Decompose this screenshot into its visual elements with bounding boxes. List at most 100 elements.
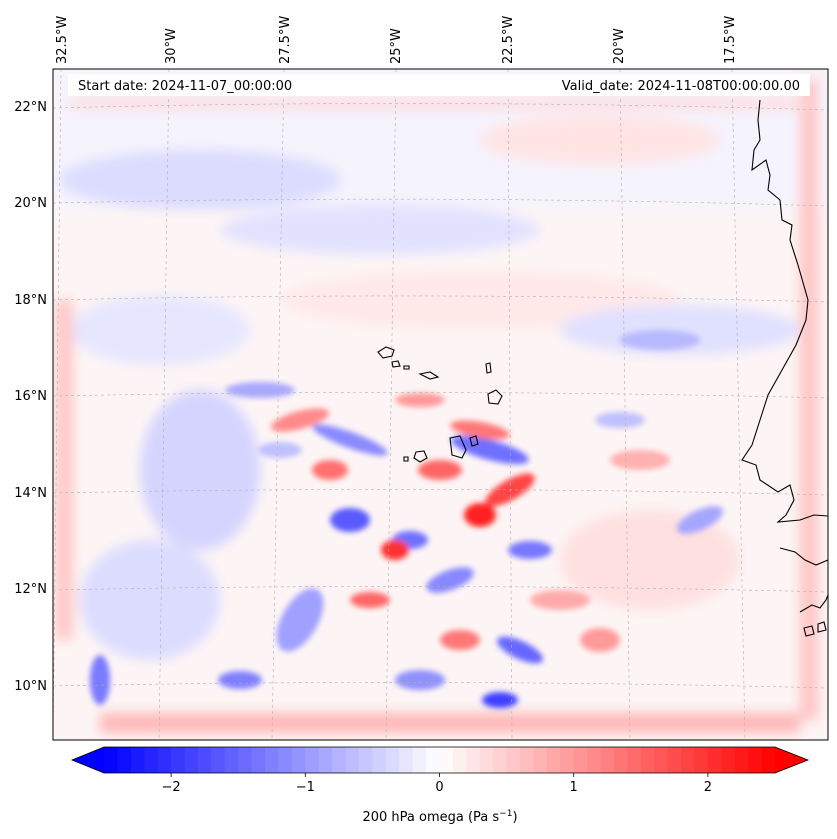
- gridline-22n: [52, 103, 829, 111]
- colorbar-cell: [721, 747, 736, 773]
- colorbar-cell: [291, 747, 306, 773]
- island-fogo: [413, 450, 428, 463]
- gridline-12n: [52, 586, 829, 593]
- date-header-bar: [68, 74, 810, 96]
- gridline-32.5w: [52, 68, 62, 741]
- lat-label-20n: 20°N: [14, 196, 47, 211]
- gridline-27.5w: [271, 68, 285, 741]
- colorbar-cell: [130, 747, 145, 773]
- colorbar-cell: [493, 747, 508, 773]
- lon-label-20w: 20°W: [612, 28, 627, 64]
- colorbar-cell: [117, 747, 132, 773]
- island-sao-nicolau: [418, 371, 440, 380]
- colorbar-cell: [157, 747, 172, 773]
- colorbar-cell: [412, 747, 427, 773]
- colorbar-cell: [385, 747, 400, 773]
- gridline-30w: [158, 68, 170, 741]
- lon-label-32.5w: 32.5°W: [55, 16, 70, 64]
- bissagos-islands: [803, 621, 827, 637]
- colorbar-cell: [707, 747, 722, 773]
- colorbar-cell: [197, 747, 212, 773]
- colorbar-cell: [560, 747, 575, 773]
- start-date-label: Start date: 2024-11-07_00:00:00: [78, 79, 292, 94]
- island-sao-vicente: [391, 360, 401, 368]
- lon-label-17.5w: 17.5°W: [723, 16, 738, 64]
- colorbar-cell: [305, 747, 320, 773]
- colorbar-cell: [600, 747, 615, 773]
- island-boa-vista: [487, 389, 503, 405]
- colorbar-extend-max: [775, 747, 808, 773]
- colorbar-cell: [761, 747, 776, 773]
- colorbar-tick-label: 0: [435, 780, 443, 795]
- colorbar-cell: [238, 747, 253, 773]
- colorbar-cell: [332, 747, 347, 773]
- island-santa-luzia: [403, 365, 410, 370]
- colorbar-cell: [640, 747, 655, 773]
- colorbar-cell: [452, 747, 467, 773]
- colorbar-ticks: −2 −1 0 1 2: [162, 773, 712, 795]
- colorbar-cell: [171, 747, 186, 773]
- colorbar-cell: [399, 747, 414, 773]
- island-brava: [403, 456, 409, 462]
- gridline-20n: [52, 198, 829, 207]
- colorbar-cell: [278, 747, 293, 773]
- lon-label-27.5w: 27.5°W: [278, 16, 293, 64]
- coastlines: [377, 99, 829, 637]
- colorbar-cell: [358, 747, 373, 773]
- colorbar-tick-label: 2: [704, 780, 712, 795]
- lat-label-14n: 14°N: [14, 486, 47, 501]
- lat-label-22n: 22°N: [14, 100, 47, 115]
- lat-label-12n: 12°N: [14, 582, 47, 597]
- map-panel: Start date: 2024-11-07_00:00:00 Valid_da…: [52, 68, 829, 741]
- island-maio: [469, 435, 479, 447]
- colorbar-cell: [224, 747, 239, 773]
- colorbar-cell: [144, 747, 159, 773]
- gridline-18n: [52, 295, 829, 303]
- gridline-16n: [52, 392, 829, 399]
- colorbar-cell: [104, 747, 119, 773]
- colorbar-cell: [479, 747, 494, 773]
- lon-label-22.5w: 22.5°W: [501, 16, 516, 64]
- colorbar-cell: [533, 747, 548, 773]
- colorbar-cell: [613, 747, 628, 773]
- colorbar-cell: [251, 747, 266, 773]
- guinea-bissau-coastline: [779, 547, 829, 566]
- colorbar-cell: [627, 747, 642, 773]
- longitude-labels: 32.5°W 30°W 27.5°W 25°W 22.5°W 20°W 17.5…: [55, 16, 738, 64]
- gridline-22.5w: [507, 68, 513, 741]
- colorbar-cell: [426, 747, 441, 773]
- colorbar-cell: [439, 747, 454, 773]
- lat-label-10n: 10°N: [14, 679, 47, 694]
- colorbar-tick-label: −1: [296, 780, 315, 795]
- colorbar-cell: [211, 747, 226, 773]
- island-sal: [485, 362, 492, 374]
- colorbar: −2 −1 0 1 2 200 hPa omega (Pa s−1): [70, 746, 810, 825]
- lat-label-18n: 18°N: [14, 293, 47, 308]
- guinea-coastline: [799, 594, 829, 613]
- colorbar-cell: [318, 747, 333, 773]
- lon-label-25w: 25°W: [389, 28, 404, 64]
- colorbar-cell: [546, 747, 561, 773]
- colorbar-cell: [667, 747, 682, 773]
- colorbar-cell: [748, 747, 763, 773]
- colorbar-cell: [265, 747, 280, 773]
- colorbar-cell: [184, 747, 199, 773]
- colorbar-cell: [466, 747, 481, 773]
- colorbar-cell: [372, 747, 387, 773]
- colorbar-cell: [681, 747, 696, 773]
- lon-label-30w: 30°W: [164, 28, 179, 64]
- island-santiago: [449, 435, 467, 459]
- colorbar-cell: [520, 747, 535, 773]
- colorbar-cell: [345, 747, 360, 773]
- gridline-17.5w: [731, 68, 746, 741]
- latitude-labels: 22°N 20°N 18°N 16°N 14°N 12°N 10°N: [14, 100, 47, 694]
- lat-label-16n: 16°N: [14, 389, 47, 404]
- map-frame: [52, 68, 829, 741]
- colorbar-extend-min: [72, 747, 104, 773]
- colorbar-label: 200 hPa omega (Pa s−1): [362, 809, 517, 825]
- colorbar-cell: [587, 747, 602, 773]
- colorbar-cell: [734, 747, 749, 773]
- gridline-25w: [385, 68, 397, 741]
- island-santo-antao: [377, 346, 395, 359]
